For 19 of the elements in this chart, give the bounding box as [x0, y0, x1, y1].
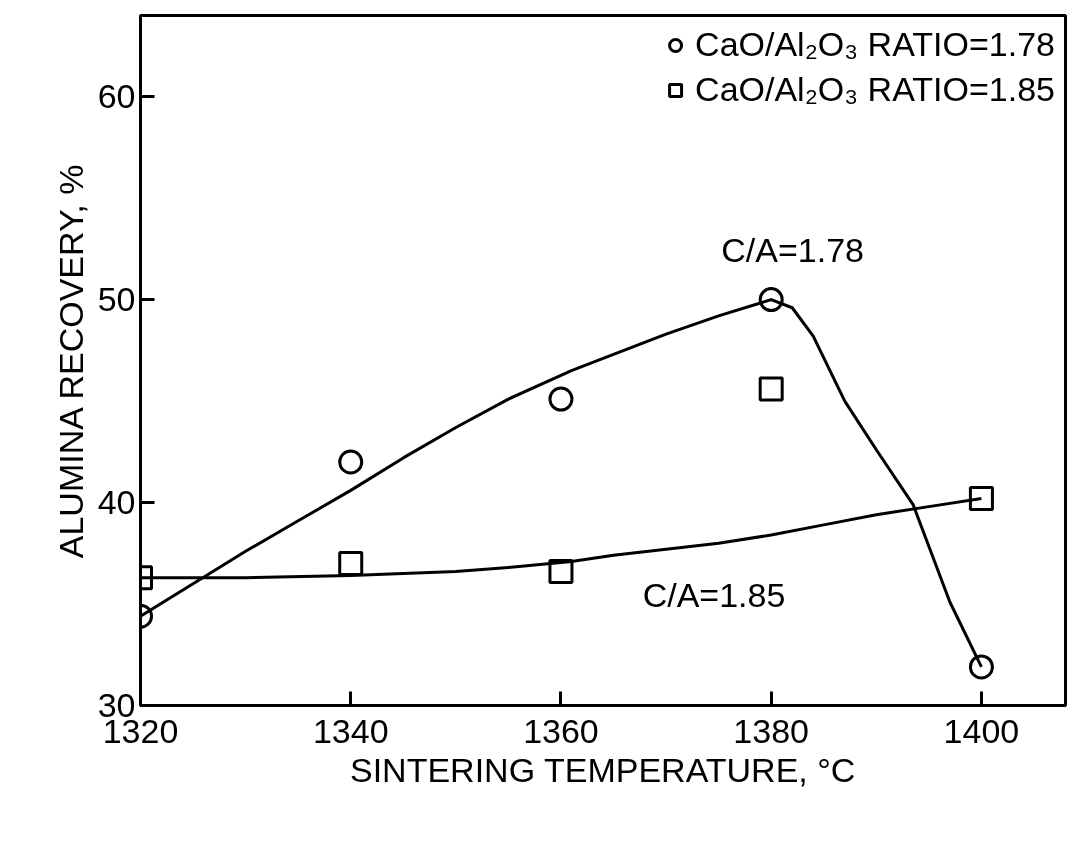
annotation: C/A=1.78 [721, 231, 864, 270]
annotation: C/A=1.85 [642, 576, 786, 615]
point [548, 386, 574, 412]
point [338, 550, 364, 576]
x-tick-label: 1340 [312, 711, 389, 750]
y-tick-label: 50 [97, 280, 136, 319]
legend-label: CaO/Al₂O₃ RATIO=1.85 [695, 70, 1055, 109]
point [338, 449, 364, 475]
y-tick-label: 60 [97, 77, 136, 116]
x-axis-title: SINTERING TEMPERATURE, °C [350, 750, 856, 789]
legend-label: CaO/Al₂O₃ RATIO=1.78 [695, 25, 1055, 64]
point [758, 376, 784, 402]
x-tick-label: 1400 [943, 711, 1020, 750]
x-tick-label: 1380 [733, 711, 809, 750]
y-axis-title: ALUMINA RECOVERY, % [51, 164, 90, 559]
x-tick-label: 1360 [523, 711, 599, 750]
point [968, 486, 994, 511]
y-tick-label: 40 [97, 483, 136, 522]
point [968, 654, 994, 680]
